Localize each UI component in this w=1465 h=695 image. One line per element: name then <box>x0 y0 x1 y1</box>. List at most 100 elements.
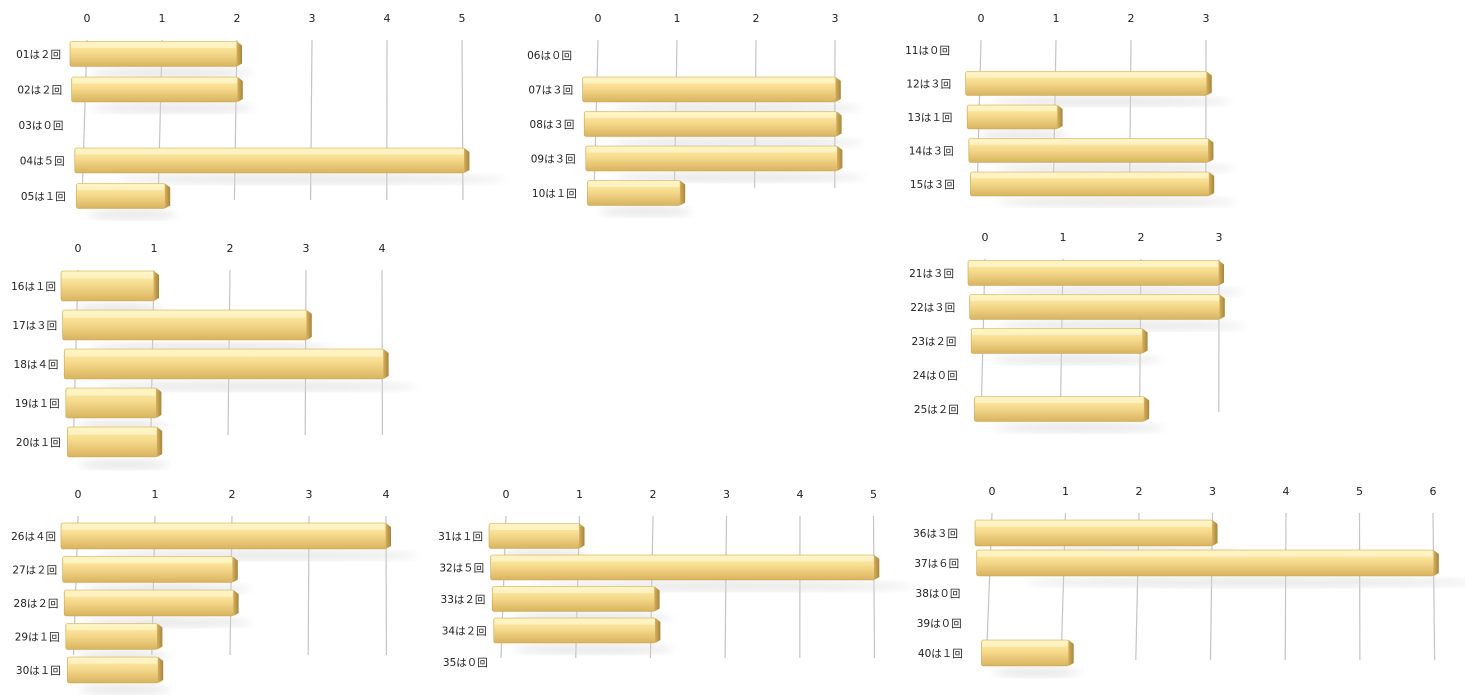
bar-shadow <box>992 96 1232 107</box>
category-label: 07は３回 <box>528 85 573 97</box>
gridline <box>1432 512 1436 661</box>
category-label: 15は３回 <box>910 179 955 191</box>
x-tick-label: 0 <box>75 488 82 501</box>
x-tick-label: 0 <box>503 488 510 501</box>
bar-shadow <box>79 684 171 695</box>
category-label: 21は３回 <box>909 268 954 280</box>
bar <box>966 104 1063 130</box>
bar <box>974 519 1218 547</box>
category-label: 30は１回 <box>16 665 61 677</box>
bar <box>969 294 1225 320</box>
bar-shadow <box>90 103 255 114</box>
chart-panel-8: 0 1 2 3 4 5 6 36は３回 37は６回 38は０回 39は０回 40は１回 <box>913 485 1465 678</box>
x-tick-label: 1 <box>1053 12 1060 25</box>
chart-panel-5: 0 1 2 3 21は３回 22は３回 23は２回 24は０回 25は２回 <box>909 231 1246 433</box>
bar <box>71 76 243 103</box>
x-tick-label: 5 <box>1356 485 1363 498</box>
category-label: 23は２回 <box>912 336 957 348</box>
gridline <box>233 39 238 201</box>
x-tick-label: 3 <box>303 242 310 255</box>
bar <box>968 138 1214 163</box>
bar <box>62 309 312 341</box>
bar <box>65 387 162 419</box>
x-tick-label: 3 <box>309 12 316 25</box>
bar <box>585 145 843 172</box>
category-label: 14は３回 <box>909 146 954 158</box>
x-tick-label: 3 <box>723 488 730 501</box>
category-label: 03は０回 <box>19 120 64 132</box>
category-label: 18は４回 <box>14 359 59 371</box>
category-label: 39は０回 <box>917 618 962 630</box>
bar <box>62 556 238 583</box>
bar <box>63 589 239 617</box>
category-label: 32は５回 <box>439 563 484 575</box>
x-tick-label: 0 <box>84 12 91 25</box>
bar-shadow <box>613 172 865 183</box>
category-label: 10は１回 <box>532 188 577 200</box>
x-tick-label: 0 <box>978 12 985 25</box>
x-tick-label: 2 <box>227 242 234 255</box>
bar <box>65 623 163 650</box>
category-label: 24は０回 <box>913 370 958 382</box>
gridline <box>310 39 313 201</box>
bar <box>976 549 1439 577</box>
chart-panel-3: 0 1 2 3 11は０回 12は３回 13は１回 14は３回 15は３回 <box>905 12 1236 207</box>
x-tick-label: 3 <box>832 12 839 25</box>
bar <box>974 396 1150 422</box>
bar <box>981 639 1074 667</box>
bar-shadow <box>991 354 1161 365</box>
x-tick-label: 6 <box>1430 485 1437 498</box>
x-tick-label: 3 <box>1209 485 1216 498</box>
x-tick-label: 0 <box>982 231 989 244</box>
bar <box>60 270 159 302</box>
bar-shadow <box>89 67 254 78</box>
bar <box>74 147 470 174</box>
x-tick-label: 2 <box>229 488 236 501</box>
bar <box>63 348 389 380</box>
bar <box>60 522 391 550</box>
bar-shadow <box>995 163 1235 174</box>
category-label: 37は６回 <box>914 558 959 570</box>
category-label: 38は０回 <box>916 588 961 600</box>
bar <box>970 171 1215 197</box>
category-label: 36は３回 <box>913 528 958 540</box>
x-tick-label: 4 <box>384 12 391 25</box>
bar <box>970 328 1148 354</box>
bar <box>491 586 660 612</box>
chart-panel-2: 0 1 2 3 06は０回 07は３回 08は３回 09は３回 10は１回 <box>527 12 865 217</box>
bar <box>490 554 880 581</box>
x-tick-label: 0 <box>595 12 602 25</box>
chart-panel-1: 0 1 2 3 4 5 01は２回 02は２回 03は０回 04は５回 05は１回 <box>16 12 506 220</box>
category-label: 25は２回 <box>914 404 959 416</box>
category-label: 29は１回 <box>15 632 60 644</box>
category-label: 20は１回 <box>16 437 61 449</box>
bar-shadow <box>612 137 864 148</box>
bar <box>587 180 686 206</box>
category-label: 35は０回 <box>443 657 488 669</box>
bar <box>965 71 1212 96</box>
category-label: 12は３回 <box>906 79 951 91</box>
category-label: 28は２回 <box>14 598 59 610</box>
bar <box>583 111 842 137</box>
x-tick-label: 3 <box>1203 12 1210 25</box>
bar <box>67 656 164 684</box>
x-tick-label: 2 <box>1128 12 1135 25</box>
category-label: 22は３回 <box>910 302 955 314</box>
chart-panel-7: 0 1 2 3 4 5 31は１回 32は５回 33は２回 34は２回 35は０回 <box>438 488 914 669</box>
bar-shadow <box>1025 577 1465 588</box>
category-label: 31は１回 <box>438 531 483 543</box>
category-label: 11は０回 <box>905 45 950 57</box>
category-label: 16は１回 <box>11 281 56 293</box>
category-label: 08は３回 <box>530 119 575 131</box>
x-tick-label: 2 <box>650 488 657 501</box>
category-label: 34は２回 <box>442 626 487 638</box>
category-label: 09は３回 <box>531 154 576 166</box>
bar <box>967 260 1224 286</box>
x-tick-label: 4 <box>383 488 390 501</box>
category-label: 40は１回 <box>918 648 963 660</box>
x-tick-label: 1 <box>152 488 159 501</box>
category-label: 27は２回 <box>12 565 57 577</box>
bar-shadow <box>992 667 1081 678</box>
x-tick-label: 5 <box>870 488 877 501</box>
